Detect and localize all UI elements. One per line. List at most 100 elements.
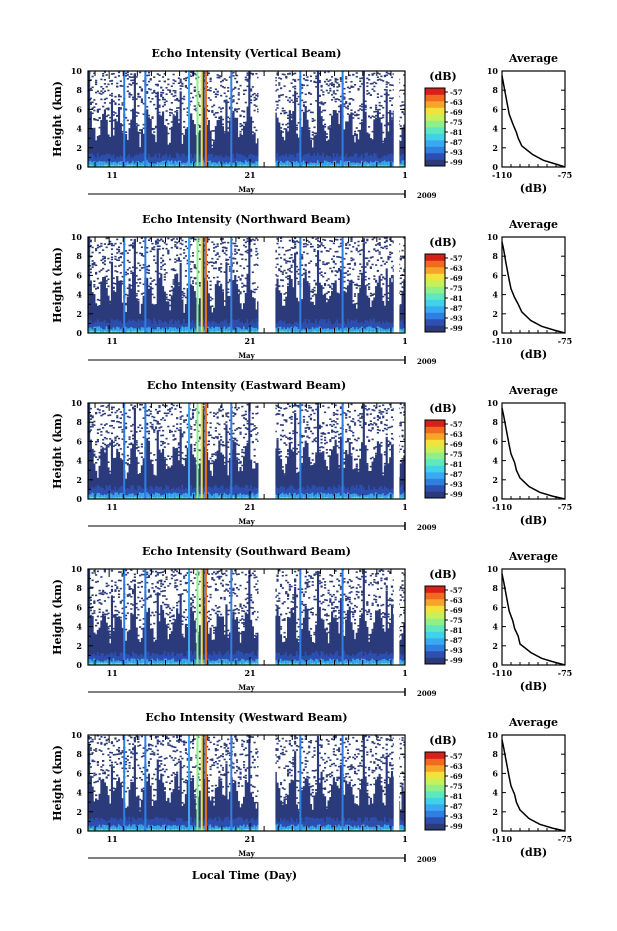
echo-speckle xyxy=(214,413,217,415)
echo-speckle xyxy=(373,293,376,295)
echo-speckle xyxy=(126,462,129,465)
echo-speckle xyxy=(237,462,240,464)
echo-layer xyxy=(246,494,249,499)
echo-layer xyxy=(383,323,387,333)
echo-speckle xyxy=(153,259,156,261)
profile-x-label: (dB) xyxy=(520,348,547,361)
echo-speckle xyxy=(142,127,145,130)
echo-speckle xyxy=(331,99,334,101)
echo-speckle xyxy=(202,237,205,240)
echo-speckle xyxy=(295,97,298,100)
echo-layer xyxy=(376,165,379,167)
echo-layer xyxy=(385,161,388,167)
echo-layer xyxy=(105,164,108,167)
echo-speckle xyxy=(142,123,145,126)
echo-layer xyxy=(89,494,92,499)
echo-speckle xyxy=(193,409,196,411)
echo-speckle xyxy=(281,279,284,282)
echo-layer xyxy=(343,321,346,333)
echo-speckle xyxy=(220,436,223,438)
echo-layer xyxy=(389,161,392,167)
echo-speckle xyxy=(250,72,253,75)
echo-speckle xyxy=(253,428,256,430)
colorbar-segment xyxy=(425,312,445,320)
echo-speckle xyxy=(177,107,180,109)
echo-speckle xyxy=(220,266,223,269)
echo-column xyxy=(364,111,367,167)
echo-speckle xyxy=(126,446,129,448)
echo-speckle xyxy=(202,403,205,406)
echo-speckle xyxy=(359,272,362,275)
echo-layer xyxy=(161,165,165,167)
echo-speckle xyxy=(378,251,381,253)
echo-speckle xyxy=(156,241,159,243)
echo-speckle xyxy=(167,250,170,253)
echo-layer xyxy=(281,330,284,333)
echo-speckle xyxy=(105,115,108,118)
echo-speckle xyxy=(98,251,101,254)
echo-speckle xyxy=(205,444,209,446)
echo-speckle xyxy=(235,428,239,430)
echo-speckle xyxy=(302,105,306,107)
echo-speckle xyxy=(132,434,135,437)
echo-speckle xyxy=(213,437,216,440)
echo-layer xyxy=(218,161,221,167)
echo-layer xyxy=(105,494,108,499)
echo-speckle xyxy=(292,241,295,244)
echo-speckle xyxy=(198,281,202,284)
echo-speckle xyxy=(234,86,237,89)
echo-layer xyxy=(362,162,365,167)
echo-speckle xyxy=(211,265,214,267)
echo-speckle xyxy=(244,413,247,416)
echo-speckle xyxy=(124,293,128,296)
echo-layer xyxy=(250,153,253,167)
echo-column xyxy=(181,299,184,333)
echo-column xyxy=(147,442,151,499)
echo-speckle xyxy=(218,267,221,269)
echo-column xyxy=(244,124,247,167)
echo-layer xyxy=(147,493,151,499)
echo-speckle xyxy=(250,433,253,436)
echo-speckle xyxy=(235,453,239,455)
echo-column xyxy=(239,467,242,499)
echo-layer xyxy=(250,493,253,499)
echo-column xyxy=(320,285,323,333)
echo-speckle xyxy=(234,438,237,441)
echo-speckle xyxy=(124,131,128,133)
echo-speckle xyxy=(315,77,318,80)
echo-speckle xyxy=(242,451,246,454)
echo-layer xyxy=(211,495,214,499)
echo-layer xyxy=(95,494,98,499)
echo-speckle xyxy=(279,455,283,457)
echo-speckle xyxy=(89,271,92,274)
echo-layer xyxy=(119,492,122,499)
echo-layer xyxy=(364,319,367,333)
echo-layer xyxy=(130,157,133,167)
echo-speckle xyxy=(348,103,351,106)
echo-speckle xyxy=(216,74,219,76)
echo-layer xyxy=(132,164,135,167)
echo-speckle xyxy=(198,94,202,97)
echo-layer xyxy=(147,162,151,167)
echo-speckle xyxy=(309,93,313,95)
echo-column xyxy=(246,106,249,167)
echo-speckle xyxy=(124,273,128,276)
echo-speckle xyxy=(364,257,367,259)
echo-column xyxy=(403,124,406,167)
echo-speckle xyxy=(228,280,232,282)
echo-speckle xyxy=(167,425,170,428)
echo-speckle xyxy=(112,72,115,75)
echo-speckle xyxy=(174,80,177,83)
echo-speckle xyxy=(160,444,163,447)
echo-streak xyxy=(341,237,344,333)
echo-layer xyxy=(216,165,219,167)
echo-speckle xyxy=(306,110,309,113)
echo-layer xyxy=(373,328,376,333)
echo-speckle xyxy=(287,283,290,285)
echo-speckle xyxy=(315,238,318,240)
echo-layer xyxy=(336,163,339,167)
echo-speckle xyxy=(350,85,353,88)
echo-speckle xyxy=(360,275,364,277)
echo-speckle xyxy=(132,246,135,249)
